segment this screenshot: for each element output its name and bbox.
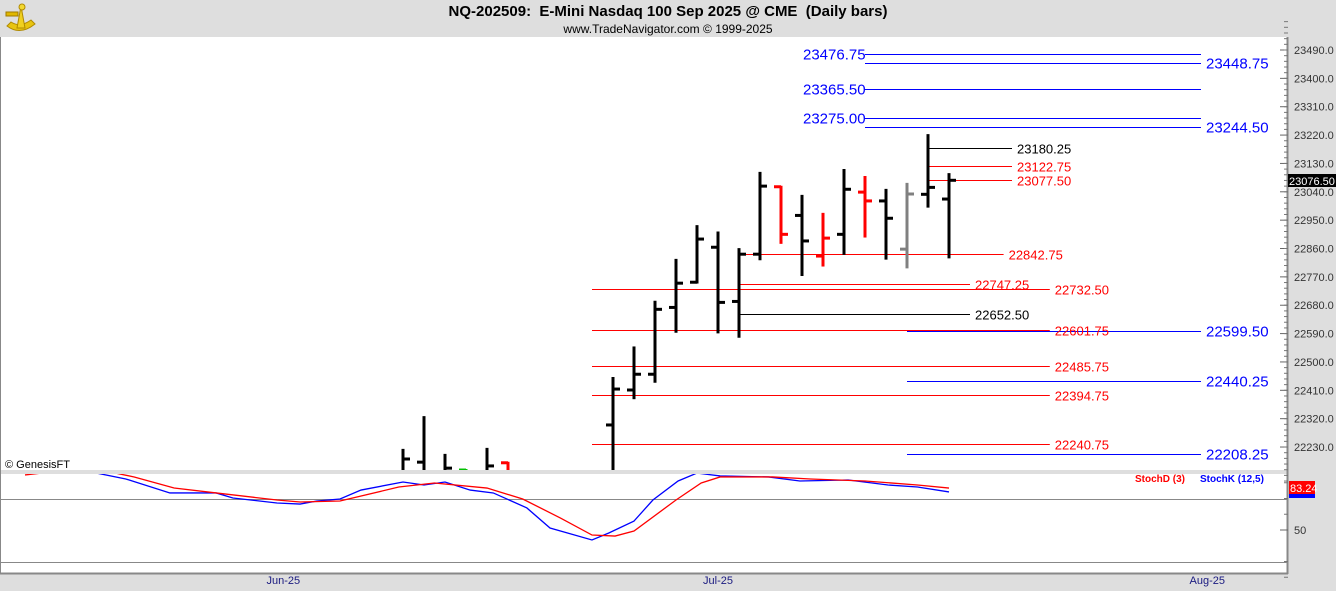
level-label: 23180.25 xyxy=(1017,142,1071,157)
pane-separator[interactable] xyxy=(0,470,1288,474)
level-label: 22208.25 xyxy=(1206,447,1269,464)
last-price-box xyxy=(1288,174,1336,187)
chart-subtitle: www.TradeNavigator.com © 1999-2025 xyxy=(563,22,773,36)
chart-header: NQ-202509: E-Mini Nasdaq 100 Sep 2025 @ … xyxy=(0,0,1336,37)
stochd-legend: StochD (3) xyxy=(1135,474,1185,485)
stochd-line xyxy=(24,474,950,537)
price-tick-label: 22590.0 xyxy=(1294,329,1334,341)
stoch-tick-label: 50 xyxy=(1294,525,1306,537)
level-label: 23244.50 xyxy=(1206,120,1269,137)
price-tick-label: 22320.0 xyxy=(1294,414,1334,426)
price-tick-label: 22860.0 xyxy=(1294,244,1334,256)
level-label: 22842.75 xyxy=(1009,248,1063,263)
level-label: 22240.75 xyxy=(1055,438,1109,453)
level-lines: 23476.75 23448.75 23365.50 23275.00 23244.50… xyxy=(592,47,1269,464)
stochastic-axis: 50 xyxy=(1280,482,1306,578)
time-label: Jul-25 xyxy=(703,575,733,587)
time-label: Jun-25 xyxy=(266,575,300,587)
price-tick-label: 22410.0 xyxy=(1294,385,1334,397)
level-label: 23275.00 xyxy=(803,111,866,128)
sextant-icon xyxy=(5,3,36,31)
last-price-label: 23076.50 xyxy=(1289,176,1335,188)
price-tick-label: 22230.0 xyxy=(1294,442,1334,454)
level-label: 23448.75 xyxy=(1206,56,1269,73)
price-tick-label: 22680.0 xyxy=(1294,300,1334,312)
level-label: 22652.50 xyxy=(975,308,1029,323)
stochd-last-value: 83.24 xyxy=(1290,483,1318,495)
time-axis[interactable]: Jun-25 Jul-25 Aug-25 xyxy=(266,575,1225,587)
price-bars xyxy=(401,134,956,470)
level-label: 22394.75 xyxy=(1055,389,1109,404)
stochk-legend: StochK (12,5) xyxy=(1200,474,1264,485)
price-pane[interactable] xyxy=(0,37,1288,470)
price-tick-label: 22500.0 xyxy=(1294,357,1334,369)
stochd-value-box xyxy=(1289,481,1315,494)
level-label: 22601.75 xyxy=(1055,324,1109,339)
price-tick-label: 22770.0 xyxy=(1294,272,1334,284)
level-label: 22732.50 xyxy=(1055,283,1109,298)
price-tick-label: 23220.0 xyxy=(1294,130,1334,142)
price-axis[interactable]: 23490.0 23400.0 23310.0 23220.0 23130.0 23040… xyxy=(1280,21,1334,482)
level-label: 23476.75 xyxy=(803,47,866,64)
time-label: Aug-25 xyxy=(1190,575,1225,587)
copyright-label: © GenesisFT xyxy=(5,459,70,471)
level-label: 22440.25 xyxy=(1206,374,1269,391)
level-label: 23122.75 xyxy=(1017,160,1071,175)
price-tick-label: 23130.0 xyxy=(1294,158,1334,170)
price-tick-label: 23400.0 xyxy=(1294,73,1334,85)
price-tick-label: 23490.0 xyxy=(1294,45,1334,57)
level-label: 22485.75 xyxy=(1055,360,1109,375)
level-label: 22747.25 xyxy=(975,278,1029,293)
price-tick-label: 23040.0 xyxy=(1294,187,1334,199)
level-label: 23365.50 xyxy=(803,82,866,99)
price-tick-label: 23310.0 xyxy=(1294,102,1334,114)
stochastic-lines xyxy=(1,474,1287,563)
level-label: 23077.50 xyxy=(1017,174,1071,189)
price-tick-label: 22950.0 xyxy=(1294,215,1334,227)
level-label: 22599.50 xyxy=(1206,324,1269,341)
chart-title: NQ-202509: E-Mini Nasdaq 100 Sep 2025 @ … xyxy=(448,3,888,20)
stochk-value-box xyxy=(1289,493,1315,498)
